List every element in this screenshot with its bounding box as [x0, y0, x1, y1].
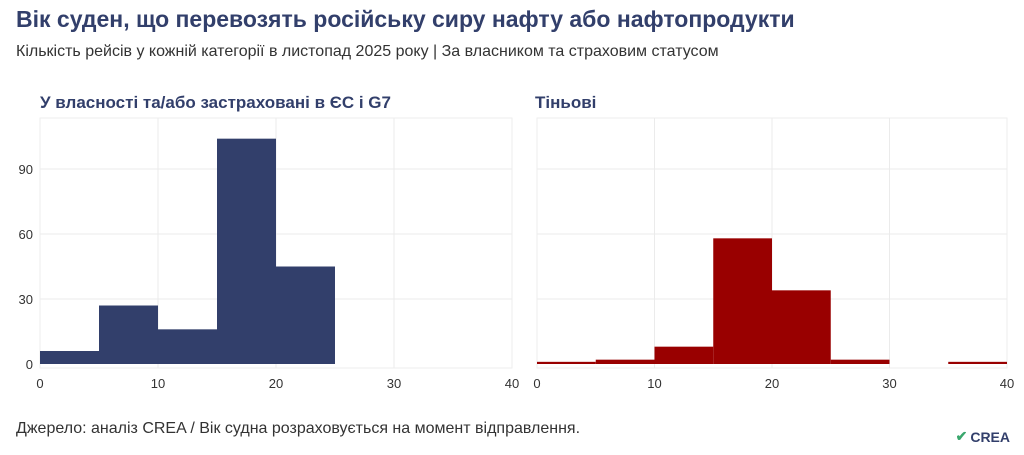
x-tick-label: 40 — [505, 376, 519, 391]
histogram-bar — [948, 361, 1007, 364]
histogram-bar — [713, 238, 772, 364]
logo-text: CREA — [970, 428, 1010, 445]
histogram-bar — [276, 266, 335, 364]
x-tick-label: 30 — [882, 376, 896, 391]
x-tick-label: 20 — [269, 376, 283, 391]
x-tick-label: 10 — [151, 376, 165, 391]
histogram-bar — [772, 290, 831, 364]
x-tick-label: 0 — [36, 376, 43, 391]
histogram-bar — [158, 329, 217, 364]
histogram-bar — [99, 305, 158, 364]
panel-title: Тіньові — [535, 93, 596, 112]
y-tick-label: 60 — [19, 227, 33, 242]
histogram-bar — [537, 361, 596, 364]
x-tick-label: 30 — [387, 376, 401, 391]
histogram-bar — [595, 359, 655, 364]
chart-title: Вік суден, що перевозять російську сиру … — [16, 6, 795, 32]
y-tick-label: 90 — [19, 162, 33, 177]
source-note: Джерело: аналіз CREA / Вік судна розрахо… — [16, 420, 581, 437]
histogram-bar — [830, 359, 890, 364]
panel-title: У власності та/або застраховані в ЄС і G… — [40, 93, 391, 112]
x-tick-label: 40 — [1000, 376, 1014, 391]
histogram-bar — [40, 351, 99, 364]
y-tick-label: 30 — [19, 292, 33, 307]
crea-logo-icon: ✔ — [955, 428, 968, 444]
histogram-bar — [217, 138, 276, 364]
histogram-bar — [654, 346, 714, 364]
crea-logo: ✔ CREA — [956, 428, 1010, 445]
chart-subtitle: Кількість рейсів у кожній категорії в ли… — [16, 43, 719, 60]
x-tick-label: 0 — [533, 376, 540, 391]
x-tick-label: 20 — [765, 376, 779, 391]
x-tick-label: 10 — [647, 376, 661, 391]
y-tick-label: 0 — [26, 357, 33, 372]
